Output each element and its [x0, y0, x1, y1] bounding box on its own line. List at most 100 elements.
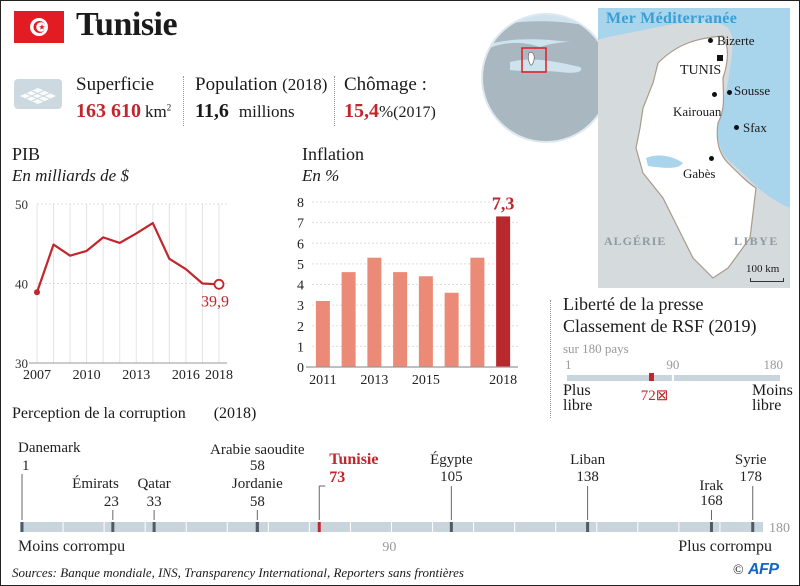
y-tick-label: 8: [297, 196, 304, 211]
press-left-label: Plus libre: [563, 382, 593, 414]
unemployment-value-group: 15,4%(2017): [344, 100, 436, 123]
country-label: Danemark: [18, 440, 81, 456]
country-label: Liban: [570, 452, 605, 468]
x-tick-label: 2013: [360, 373, 388, 388]
inflation-bar-2015: [418, 276, 433, 367]
x-tick-label: 2018: [489, 373, 517, 388]
country-label: Qatar: [137, 476, 170, 492]
country-rank: 178: [739, 469, 762, 485]
stat-separator: [183, 76, 184, 126]
area-icon: [14, 79, 62, 109]
scale-min-label: 1: [565, 357, 572, 372]
scale-mid-label: 90: [666, 357, 679, 372]
rank-marker-Syrie: [751, 522, 755, 532]
inflation-bar-2017: [470, 257, 485, 367]
rank-marker-Qatar: [152, 522, 156, 532]
unemployment-label: Chômage :: [344, 74, 427, 95]
country-rank: 168: [700, 493, 723, 509]
y-tick-label: 1: [297, 340, 304, 355]
rank-marker-Égypte: [449, 522, 453, 532]
area-unit: km: [145, 102, 167, 121]
gdp-end-point: [213, 278, 225, 290]
inflation-chart-subtitle: En %: [302, 166, 340, 185]
scale-bar-left: [567, 375, 672, 381]
city-label: Bizerte: [717, 33, 755, 48]
tunisia-rank-label: 72⊠: [641, 388, 669, 404]
population-label: Population: [195, 74, 278, 95]
x-tick-label: 2007: [23, 368, 51, 383]
y-tick-label: 4: [297, 279, 304, 294]
unemployment-value: 15,4: [344, 100, 379, 122]
area-unit-sup: 2: [166, 102, 172, 113]
rank-marker-Tunisie: [317, 522, 321, 532]
city-dot: [734, 125, 739, 130]
sea-label: Mer Méditerranée: [606, 10, 738, 27]
press-freedom-note: sur 180 pays: [563, 341, 629, 356]
x-tick-label: 2018: [205, 368, 233, 383]
population-unit: millions: [238, 102, 295, 121]
sources-note: Sources: Banque mondiale, INS, Transpare…: [12, 565, 464, 580]
y-tick-label: 0: [297, 361, 304, 376]
press-freedom-title: Liberté de la presse: [563, 294, 704, 314]
population-year: (2018): [282, 75, 328, 94]
country-rank: 138: [576, 469, 599, 485]
globe-locator: [480, 12, 612, 144]
tunisia-rank-marker: [648, 373, 654, 381]
corruption-year: (2018): [213, 405, 257, 422]
y-tick-label: 3: [297, 299, 304, 314]
gdp-start-point: [34, 289, 40, 296]
inflation-value-label: 7,3: [492, 193, 515, 213]
y-tick-label: 2: [297, 320, 304, 335]
city-label: Gabès: [683, 166, 716, 181]
city-label: Kairouan: [673, 104, 722, 119]
population-label-group: Population (2018): [195, 74, 327, 96]
press-freedom-subtitle: Classement de RSF (2019): [563, 316, 757, 336]
gdp-chart-subtitle: En milliards de $: [12, 166, 129, 185]
inflation-bar-chart: 0 1 2 3 4 5 6 7 8 2011 2013 2015 2018 7,3: [297, 193, 518, 388]
x-tick-label: 2010: [73, 368, 101, 383]
inflation-bar-2013: [367, 257, 382, 367]
city-label: Sousse: [734, 83, 771, 98]
unemployment-unit: %: [379, 102, 394, 121]
stat-separator: [334, 76, 335, 126]
x-tick-label: 2013: [122, 368, 150, 383]
country-rank: 1: [22, 458, 30, 474]
city-label: TUNIS: [680, 63, 722, 78]
y-tick-label: 50: [15, 197, 28, 212]
country-rank: 105: [440, 469, 463, 485]
neighbor-label: LIBYE: [734, 234, 779, 248]
corruption-title-group: Perception de la corruption (2018): [12, 405, 256, 423]
city-label: Sfax: [743, 120, 767, 135]
x-tick-label: 2011: [309, 373, 336, 388]
scale-max-label: 180: [764, 357, 784, 372]
inflation-chart-title: Inflation: [302, 144, 364, 164]
capital-marker-icon: [717, 55, 723, 61]
y-tick-label: 30: [15, 356, 28, 371]
gdp-line-chart: 30 40 50 2007 2010 2013 2016 2018 39,9: [15, 197, 233, 383]
press-right-label: Moins libre: [752, 382, 793, 414]
inflation-bar-2012: [341, 272, 356, 367]
country-rank: 33: [147, 494, 162, 510]
scale-mid-label: 90: [382, 540, 396, 555]
afp-logo: AFP: [748, 561, 779, 578]
country-rank: 58: [250, 494, 265, 510]
country-label: Syrie: [735, 452, 767, 468]
corruption-left-label: Moins corrompu: [18, 538, 125, 555]
corruption-right-label: Plus corrompu: [678, 538, 772, 555]
city-dot: [708, 38, 713, 43]
scale-label: 100 km: [746, 263, 780, 275]
country-label: Tunisie: [329, 451, 378, 468]
country-rank: 23: [104, 494, 119, 510]
scale-bar: [750, 278, 784, 282]
y-tick-label: 5: [297, 258, 304, 273]
rank-marker-Danemark: [20, 522, 24, 532]
scale-max-label: 180: [769, 521, 790, 536]
area-label: Superficie: [76, 74, 155, 95]
city-dot: [712, 92, 717, 97]
inflation-bar-2014: [393, 272, 408, 367]
population-value-group: 11,6 millions: [195, 100, 295, 123]
country-rank: 58: [250, 458, 265, 474]
tunisia-map: Mer Méditerranée Bizerte TUNIS Sousse Ka…: [598, 8, 790, 288]
section-separator: [550, 300, 551, 418]
city-dot: [727, 90, 732, 95]
